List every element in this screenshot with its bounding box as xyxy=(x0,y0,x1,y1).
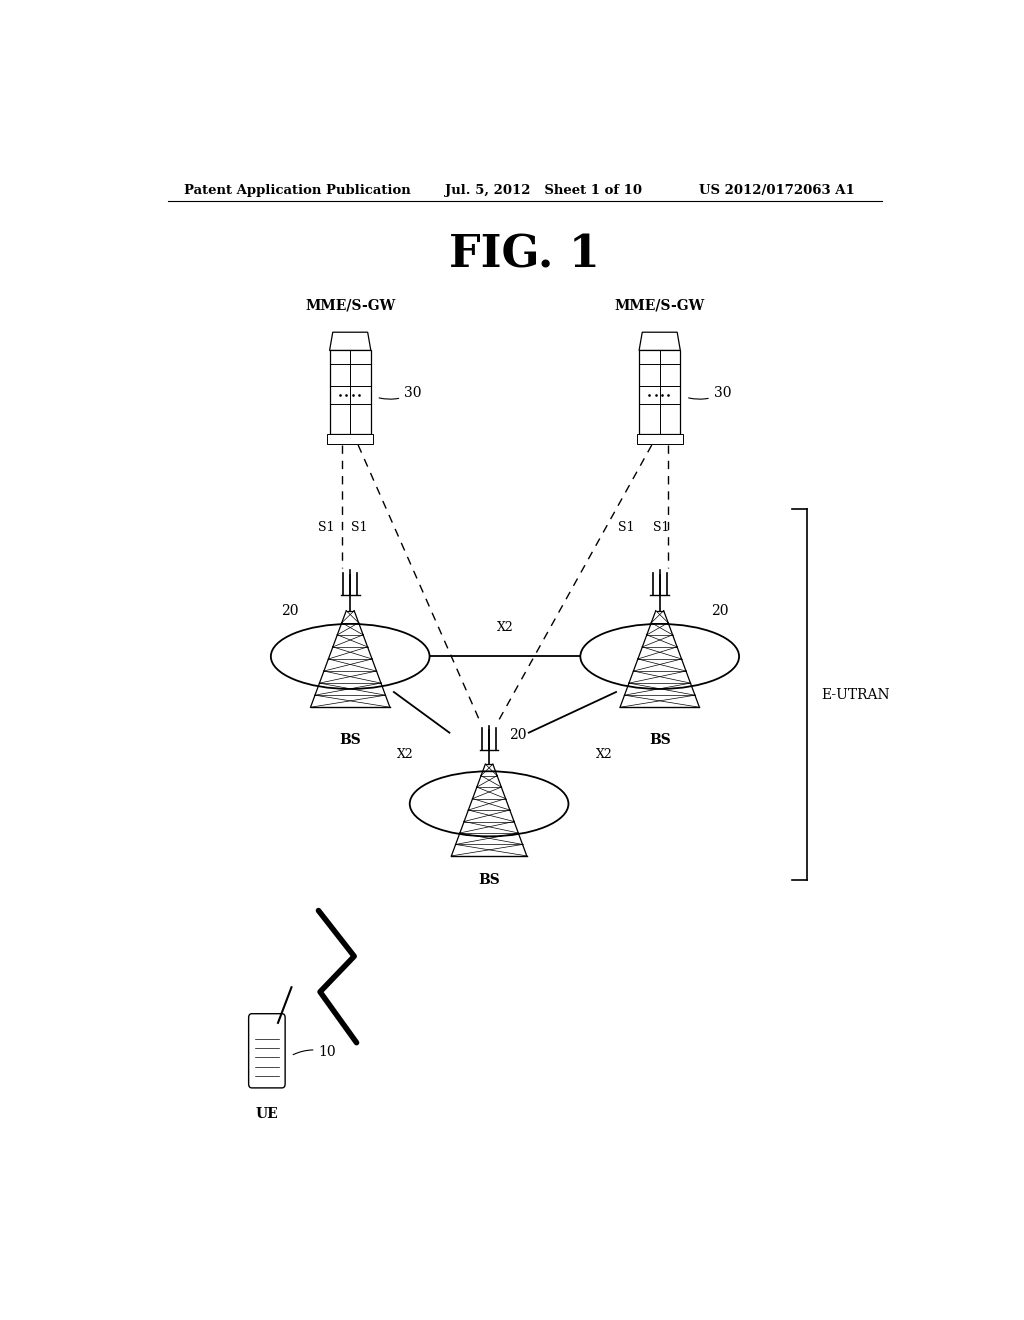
Bar xyxy=(637,434,683,444)
Text: Patent Application Publication: Patent Application Publication xyxy=(183,183,411,197)
Text: 30: 30 xyxy=(379,387,422,400)
Polygon shape xyxy=(330,333,371,351)
Polygon shape xyxy=(639,333,680,351)
Text: X2: X2 xyxy=(397,748,414,760)
Text: X2: X2 xyxy=(596,748,612,760)
FancyBboxPatch shape xyxy=(249,1014,285,1088)
Text: 20: 20 xyxy=(712,603,729,618)
Text: MME/S-GW: MME/S-GW xyxy=(614,298,705,313)
Bar xyxy=(328,434,373,444)
Text: X2: X2 xyxy=(497,622,513,634)
Text: MME/S-GW: MME/S-GW xyxy=(305,298,395,313)
Text: 30: 30 xyxy=(688,387,731,400)
Bar xyxy=(639,351,680,434)
Text: S1: S1 xyxy=(618,521,635,535)
Text: S1: S1 xyxy=(318,521,335,535)
Text: BS: BS xyxy=(649,733,671,747)
Text: 20: 20 xyxy=(509,727,526,742)
Text: BS: BS xyxy=(339,733,361,747)
Text: S1: S1 xyxy=(351,521,368,535)
Text: 20: 20 xyxy=(282,603,299,618)
Text: US 2012/0172063 A1: US 2012/0172063 A1 xyxy=(699,183,855,197)
Text: 10: 10 xyxy=(293,1045,336,1059)
Text: S1: S1 xyxy=(653,521,670,535)
Text: E-UTRAN: E-UTRAN xyxy=(821,688,890,701)
Text: UE: UE xyxy=(256,1106,279,1121)
Text: BS: BS xyxy=(478,873,500,887)
Bar xyxy=(330,351,371,434)
Text: Jul. 5, 2012   Sheet 1 of 10: Jul. 5, 2012 Sheet 1 of 10 xyxy=(445,183,642,197)
Text: FIG. 1: FIG. 1 xyxy=(450,234,600,276)
